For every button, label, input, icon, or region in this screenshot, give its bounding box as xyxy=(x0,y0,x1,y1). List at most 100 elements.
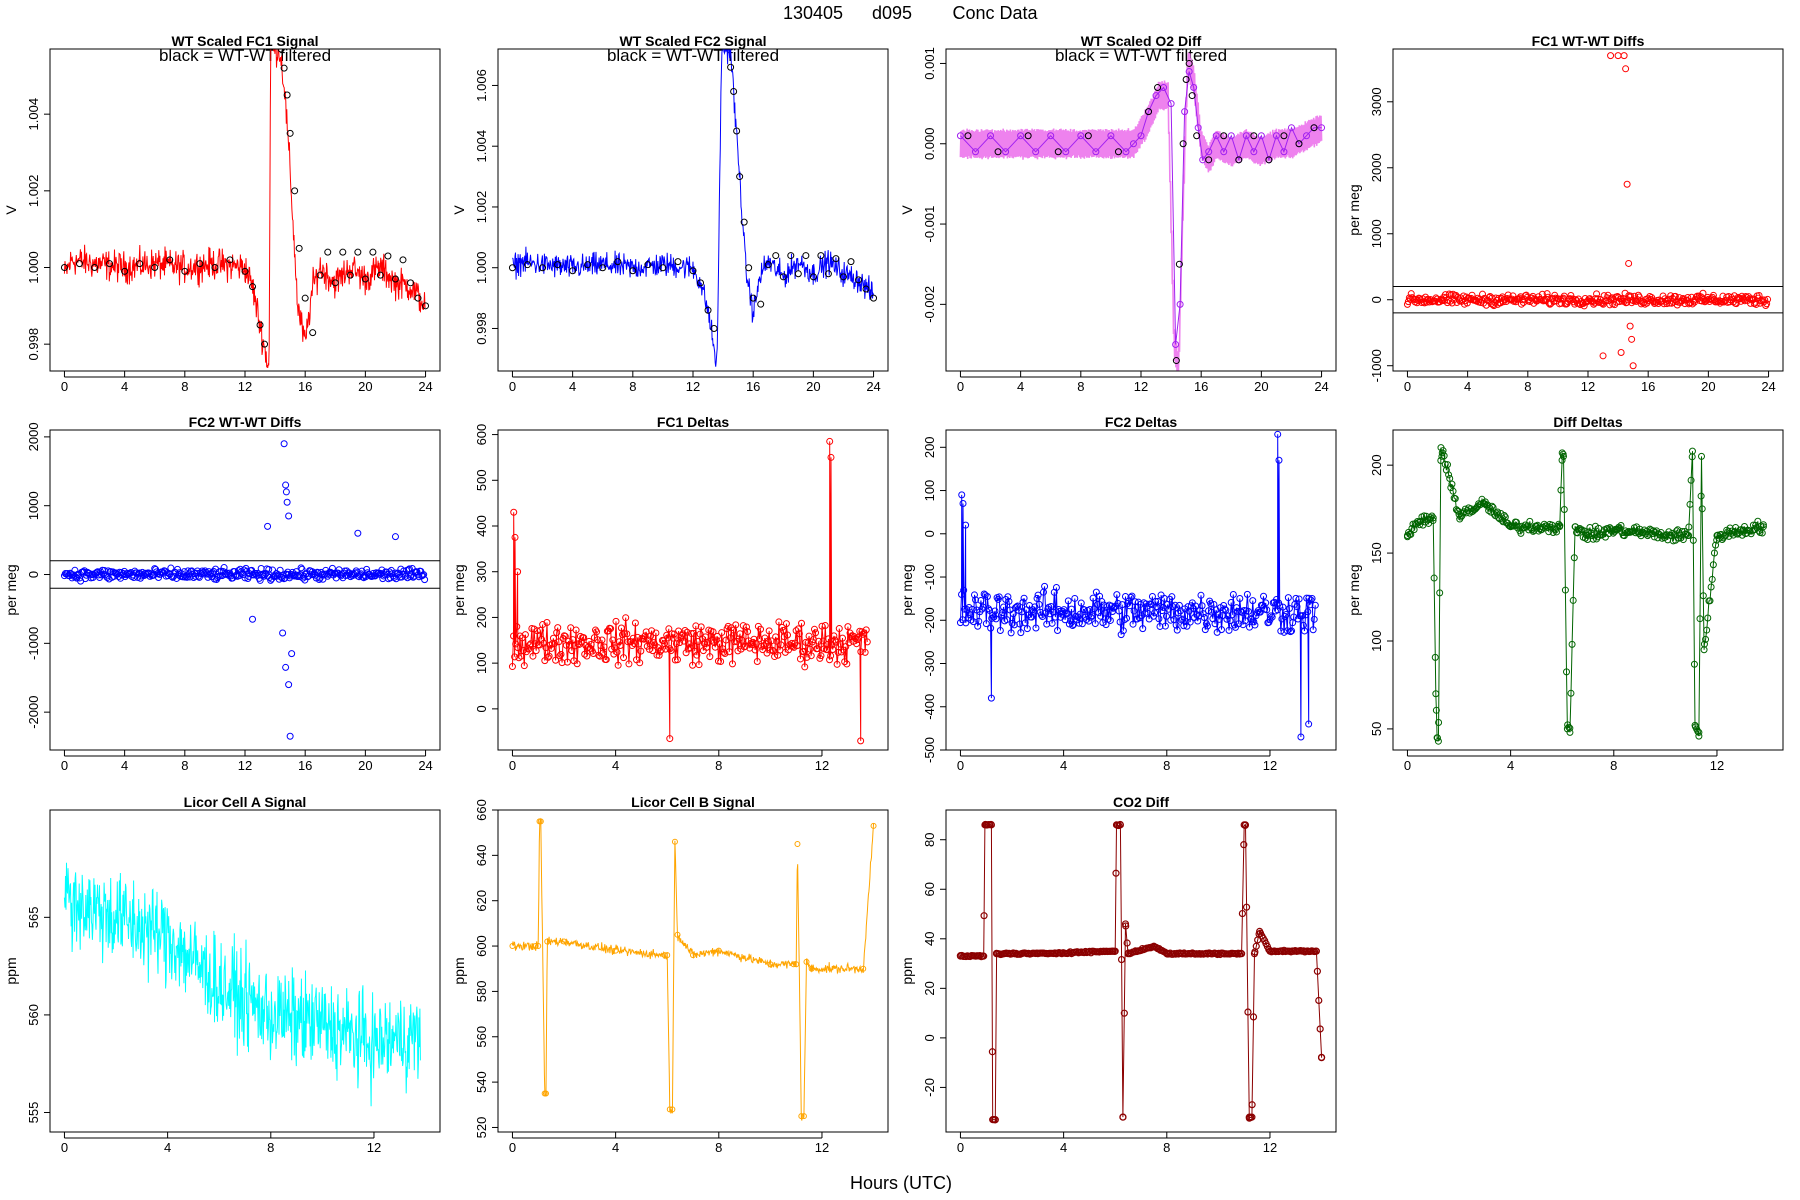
series-point xyxy=(1236,595,1244,603)
figure-title-part-3: Conc Data xyxy=(952,3,1038,23)
series-point xyxy=(1122,148,1130,156)
x-tick-label: 8 xyxy=(715,1140,722,1155)
series-point xyxy=(562,641,570,649)
series-point xyxy=(1173,626,1181,634)
series-point xyxy=(1432,706,1440,714)
series-point xyxy=(1130,607,1138,615)
y-tick-label: -1000 xyxy=(1369,349,1384,382)
series-point xyxy=(593,628,601,636)
series-point xyxy=(1100,601,1108,609)
series-point xyxy=(1080,606,1088,614)
series-point xyxy=(250,571,258,579)
series-point xyxy=(806,645,814,653)
series-point xyxy=(1307,596,1315,604)
series-point xyxy=(1697,492,1705,500)
series-point xyxy=(1432,690,1440,698)
series-point xyxy=(1176,300,1184,308)
series-point xyxy=(1489,301,1497,309)
series-point xyxy=(861,648,869,656)
series-point xyxy=(829,645,837,653)
x-tick-label: 16 xyxy=(1194,379,1208,394)
y-tick-label: 0 xyxy=(922,1034,937,1041)
series-point xyxy=(706,653,714,661)
series-line xyxy=(511,441,868,741)
y-axis-label: ppm xyxy=(451,957,467,984)
series-point xyxy=(958,491,966,499)
series-point xyxy=(1454,507,1462,515)
series-point xyxy=(686,644,694,652)
series-point xyxy=(669,634,677,642)
series-point xyxy=(1162,612,1170,620)
series-point xyxy=(1235,156,1243,164)
plot-area xyxy=(1403,444,1767,745)
series-point xyxy=(664,634,672,642)
series-point xyxy=(991,1116,999,1124)
plot-area xyxy=(956,820,1326,1124)
series-point xyxy=(648,627,656,635)
series-point xyxy=(1755,292,1763,300)
series-point xyxy=(767,961,774,968)
series-point xyxy=(1695,732,1703,740)
series-point xyxy=(1449,487,1457,495)
series-point xyxy=(1697,452,1705,460)
series-point xyxy=(553,629,561,637)
series-point xyxy=(1028,613,1036,621)
series-point xyxy=(1752,300,1760,308)
panel-title: FC2 Deltas xyxy=(1105,414,1178,430)
plot-area xyxy=(508,437,871,745)
series-line xyxy=(512,49,875,367)
series-point xyxy=(741,642,749,650)
panel-6: FC1 Deltas per meg 0 4 8 12 0 100 200 300 400 500 60… xyxy=(451,414,889,773)
series-point xyxy=(1559,452,1567,460)
series-point xyxy=(557,650,565,658)
series-point xyxy=(625,660,633,668)
x-tick-label: 12 xyxy=(1710,758,1724,773)
series-point xyxy=(1301,627,1309,635)
series-point xyxy=(1290,613,1298,621)
y-tick-label: -300 xyxy=(922,650,937,676)
x-tick-label: 4 xyxy=(569,379,576,394)
series-point xyxy=(630,640,638,648)
series-point xyxy=(1617,522,1625,530)
series-point xyxy=(612,617,620,625)
y-tick-label: 620 xyxy=(474,890,489,912)
series-point xyxy=(1305,720,1313,728)
series-point xyxy=(1759,523,1767,531)
series-point xyxy=(1013,603,1021,611)
series-point xyxy=(683,628,691,636)
x-tick-label: 24 xyxy=(418,758,432,773)
series-point xyxy=(716,640,724,648)
x-tick-label: 12 xyxy=(367,1140,381,1155)
series-point xyxy=(727,63,735,71)
series-point xyxy=(669,1106,676,1113)
series-point xyxy=(1172,341,1180,349)
series-point xyxy=(1023,625,1031,633)
series-point xyxy=(832,638,840,646)
series-point xyxy=(1062,148,1070,156)
series-point xyxy=(1182,617,1190,625)
series-point xyxy=(1234,607,1242,615)
series-point xyxy=(1250,618,1258,626)
series-point xyxy=(1698,505,1706,513)
series-point xyxy=(726,634,734,642)
outlier-point xyxy=(1614,52,1622,60)
series-point xyxy=(687,630,695,638)
series-point xyxy=(796,655,804,663)
y-tick-label: 3000 xyxy=(1369,87,1384,116)
series-point xyxy=(543,619,551,627)
series-point xyxy=(1242,903,1251,911)
series-point xyxy=(1280,148,1288,156)
series-point xyxy=(537,818,544,825)
series-point xyxy=(376,271,384,279)
series-point xyxy=(1557,486,1565,494)
series-point xyxy=(981,591,989,599)
series-point xyxy=(1497,510,1505,518)
series-point xyxy=(640,635,648,643)
series-point xyxy=(1584,297,1592,305)
series-point xyxy=(1274,606,1282,614)
series-point xyxy=(702,633,710,641)
x-tick-label: 8 xyxy=(1163,1140,1170,1155)
y-tick-label: 600 xyxy=(474,424,489,446)
series-point xyxy=(962,521,970,529)
outlier-point xyxy=(280,440,288,448)
